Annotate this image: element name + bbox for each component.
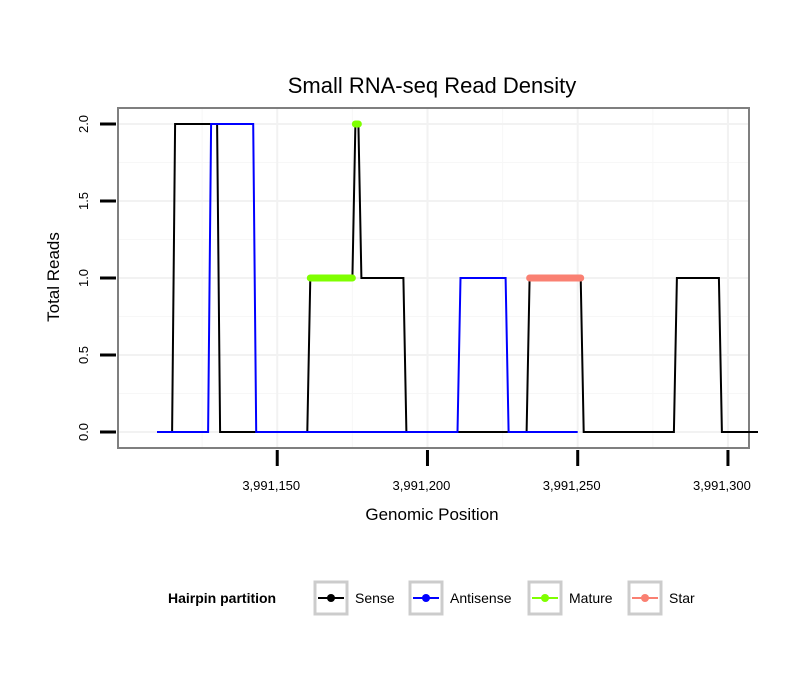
legend: Hairpin partition Sense Antisense Mature St… bbox=[168, 580, 695, 616]
y-tick-label: 1.0 bbox=[76, 269, 91, 287]
series-line-sense bbox=[157, 123, 758, 433]
legend-key-dot bbox=[541, 594, 549, 602]
y-axis: 0.0 0.5 1.0 1.5 2.0 bbox=[76, 115, 116, 441]
chart-title: Small RNA-seq Read Density bbox=[288, 73, 577, 98]
grid-minor bbox=[119, 109, 748, 447]
x-tick-label: 3,991,150 bbox=[242, 478, 300, 493]
y-axis-title: Total Reads bbox=[44, 232, 63, 322]
y-tick-label: 0.5 bbox=[76, 346, 91, 364]
y-tick-label: 2.0 bbox=[76, 115, 91, 133]
legend-key-dot bbox=[327, 594, 335, 602]
legend-title: Hairpin partition bbox=[168, 590, 276, 606]
x-axis: 3,991,150 3,991,200 3,991,250 3,991,300 bbox=[242, 450, 751, 493]
y-tick-label: 0.0 bbox=[76, 423, 91, 441]
x-tick-label: 3,991,200 bbox=[393, 478, 451, 493]
legend-key-dot bbox=[641, 594, 649, 602]
x-axis-title: Genomic Position bbox=[365, 505, 498, 524]
series-layer bbox=[157, 120, 758, 433]
series-line-antisense bbox=[157, 123, 578, 433]
legend-key-dot bbox=[422, 594, 430, 602]
legend-label-mature: Mature bbox=[569, 590, 613, 606]
y-tick-label: 1.5 bbox=[76, 192, 91, 210]
x-tick-label: 3,991,250 bbox=[543, 478, 601, 493]
legend-label-antisense: Antisense bbox=[450, 590, 512, 606]
x-tick-label: 3,991,300 bbox=[693, 478, 751, 493]
legend-label-star: Star bbox=[669, 590, 695, 606]
legend-label-sense: Sense bbox=[355, 590, 395, 606]
